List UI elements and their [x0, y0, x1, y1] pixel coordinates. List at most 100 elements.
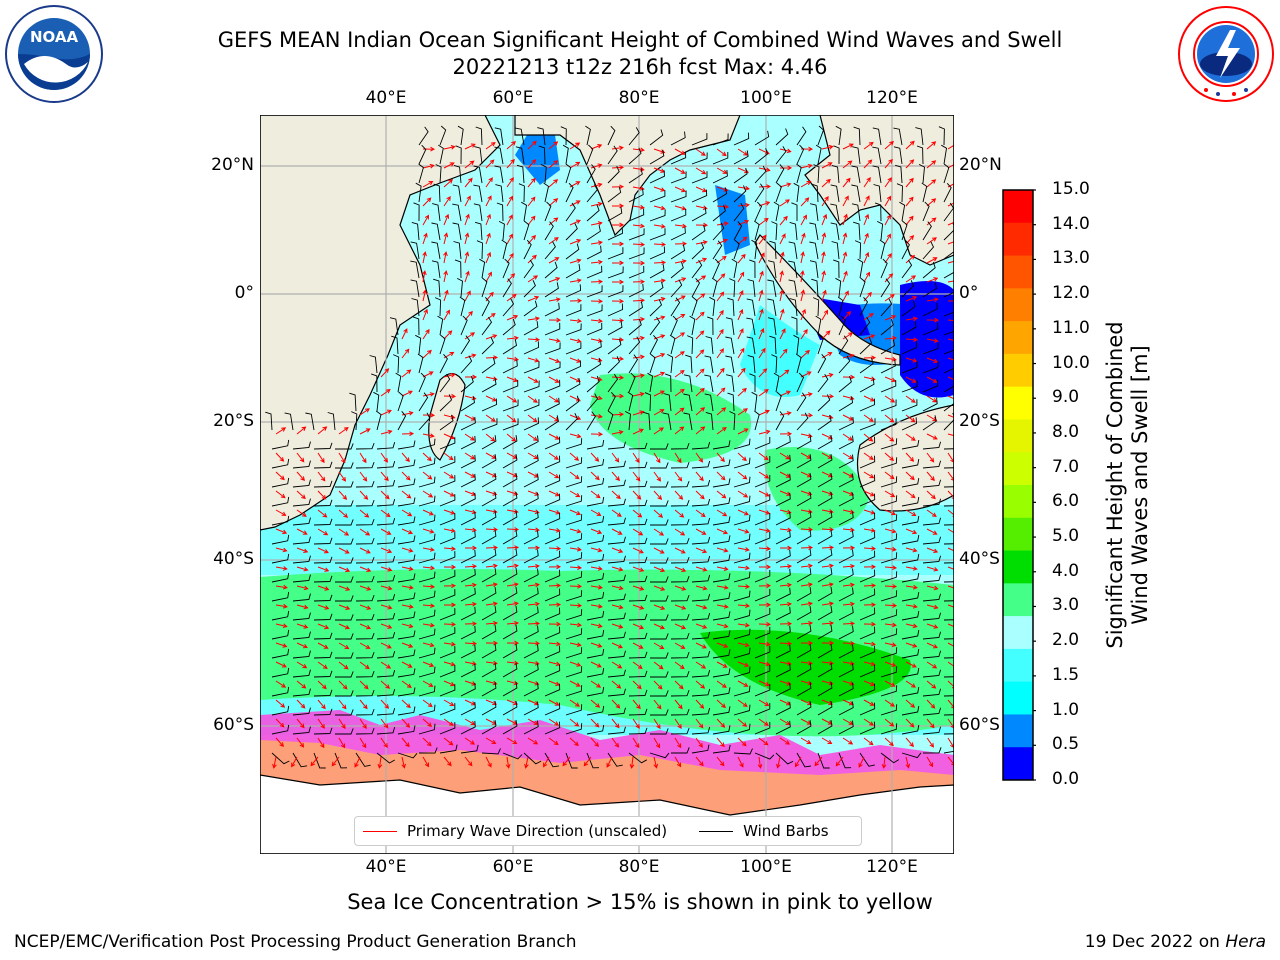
wave-direction-arrow	[695, 148, 706, 156]
wave-direction-arrow	[674, 509, 685, 518]
wind-barb	[880, 752, 900, 764]
wind-barb	[431, 260, 441, 279]
wind-barb	[565, 590, 583, 602]
wind-barb	[733, 748, 753, 755]
wave-direction-arrow	[926, 357, 939, 363]
wind-barb	[901, 478, 920, 488]
wind-barb	[771, 221, 778, 241]
wind-barb	[439, 475, 456, 488]
wave-direction-arrow	[863, 718, 874, 726]
wave-direction-arrow	[611, 184, 625, 190]
wind-barb	[460, 492, 476, 507]
wind-barb	[371, 373, 378, 393]
wind-barb	[830, 203, 840, 222]
wave-direction-arrow	[905, 452, 915, 462]
wind-barb	[376, 479, 396, 488]
wave-direction-arrow	[758, 452, 769, 461]
wave-direction-arrow	[527, 357, 540, 363]
wind-barb	[355, 613, 375, 621]
wind-barb	[943, 600, 954, 602]
wind-barb	[650, 671, 669, 678]
wave-direction-arrow	[653, 718, 661, 730]
wind-barb	[502, 644, 518, 659]
wave-direction-arrow	[884, 737, 894, 747]
colorbar-segment	[1003, 485, 1033, 519]
wind-barb	[586, 458, 605, 469]
wind-barb	[922, 221, 932, 241]
wave-direction-arrow	[737, 428, 749, 435]
wind-barb	[565, 533, 583, 545]
wind-barb	[901, 321, 917, 336]
wind-barb	[859, 645, 876, 659]
wind-barb	[922, 707, 942, 716]
wave-direction-arrow	[443, 756, 452, 767]
wave-direction-arrow	[380, 509, 391, 518]
wind-barb	[292, 688, 311, 697]
wind-barb	[355, 499, 375, 507]
wind-barb	[607, 206, 623, 222]
wave-direction-arrow	[926, 141, 937, 150]
wave-direction-arrow	[947, 604, 954, 608]
footer-date: 19 Dec 2022 on Hera	[1085, 932, 1266, 952]
wind-barb	[796, 412, 809, 431]
colorbar-segment	[1003, 419, 1033, 453]
lat-tick-left: 40°S	[213, 549, 254, 569]
wave-direction-arrow	[905, 140, 915, 150]
wind-barb	[335, 519, 354, 526]
wave-direction-arrow	[524, 756, 529, 769]
wave-direction-arrow	[758, 289, 764, 302]
lon-tick-top: 60°E	[492, 88, 534, 108]
wind-barb	[284, 412, 294, 431]
wind-barb	[523, 259, 534, 279]
wind-barb	[565, 666, 583, 678]
wind-barb	[859, 316, 871, 336]
wave-direction-arrow	[674, 167, 686, 174]
wind-barb	[705, 411, 714, 431]
colorbar-title-line2: Wind Waves and Swell [m]	[1128, 345, 1152, 625]
wave-direction-arrow	[737, 584, 751, 589]
wind-barb	[813, 164, 820, 184]
wave-direction-arrow	[674, 566, 687, 572]
wind-barb	[853, 126, 861, 146]
wind-barb	[817, 568, 833, 583]
wind-barb	[523, 701, 539, 716]
wave-direction-arrow	[611, 393, 625, 399]
wind-barb	[662, 412, 672, 431]
wave-direction-arrow	[296, 642, 308, 649]
wind-barb	[327, 412, 336, 431]
wind-barb	[502, 298, 515, 317]
wind-barb	[705, 336, 714, 355]
wave-direction-arrow	[716, 167, 728, 174]
wind-barb	[481, 682, 497, 697]
wind-barb	[747, 354, 756, 374]
wind-barb	[729, 278, 736, 298]
wave-direction-arrow	[779, 182, 792, 188]
wind-barb	[586, 375, 600, 393]
wind-barb	[817, 682, 833, 697]
wave-direction-arrow	[674, 426, 685, 435]
colorbar-label: 14.0	[1052, 213, 1090, 234]
wave-direction-arrow	[380, 642, 392, 649]
wind-barb	[481, 316, 493, 336]
wind-barb	[650, 462, 669, 469]
wind-barb	[607, 479, 626, 488]
wind-barb	[495, 184, 504, 203]
wave-direction-arrow	[653, 315, 666, 321]
wave-direction-arrow	[422, 251, 427, 264]
wave-direction-arrow	[296, 566, 309, 572]
wind-barb	[817, 701, 833, 716]
wind-barb	[544, 261, 558, 279]
wave-direction-arrow	[338, 699, 347, 710]
wave-direction-arrow	[674, 680, 684, 690]
wind-barb	[943, 448, 954, 450]
wind-barb	[523, 644, 539, 659]
wind-barb	[817, 530, 833, 545]
wave-direction-arrow	[863, 602, 877, 608]
wave-direction-arrow	[653, 680, 663, 690]
wave-direction-arrow	[632, 410, 645, 416]
wave-direction-arrow	[800, 289, 806, 302]
wind-barb	[893, 146, 903, 165]
wave-direction-arrow	[296, 680, 307, 689]
wind-barb	[433, 183, 441, 203]
wave-direction-arrow	[716, 547, 729, 553]
